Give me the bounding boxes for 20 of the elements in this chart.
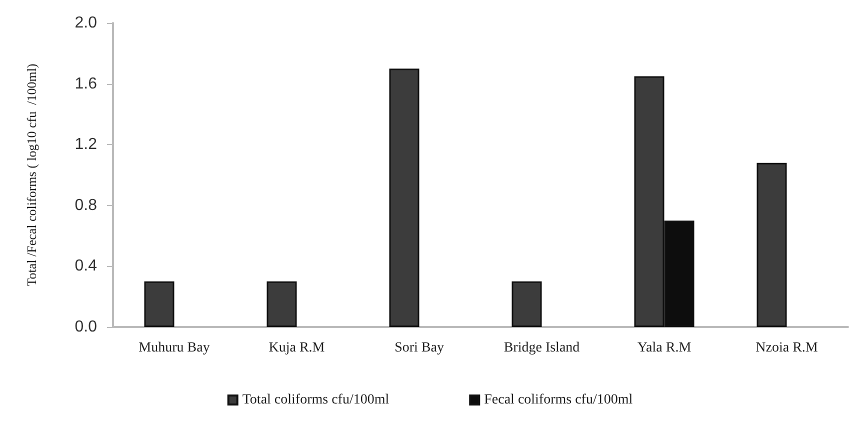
legend-label: Total coliforms cfu/100ml: [242, 392, 390, 408]
bar: [512, 281, 542, 327]
x-tick-label: Yala R.M: [637, 340, 692, 356]
x-tick-label: Kuja R.M: [268, 340, 326, 356]
y-tick-label: 1.6: [74, 75, 98, 92]
bar: [389, 68, 420, 327]
y-tick-label: 0.0: [74, 318, 98, 336]
x-tick-label: Muhuru Bay: [138, 340, 210, 356]
legend-label: Fecal coliforms cfu/100ml: [484, 392, 633, 408]
x-tick-label: Sori Bay: [394, 340, 444, 356]
x-tick-label: Bridge Island: [504, 340, 580, 356]
y-axis-title: Total /Fecal coliforms ( log10 cfu /100ml): [24, 64, 39, 286]
y-tick-label: 0.4: [74, 258, 98, 275]
bar: [266, 281, 297, 327]
y-tick-label: 1.2: [74, 136, 98, 154]
y-tick-label: 0.8: [74, 196, 98, 214]
bar: [756, 162, 787, 327]
y-tick-label: 2.0: [74, 14, 98, 32]
bar: [144, 281, 174, 327]
x-tick-label: Nzoia R.M: [756, 340, 818, 356]
